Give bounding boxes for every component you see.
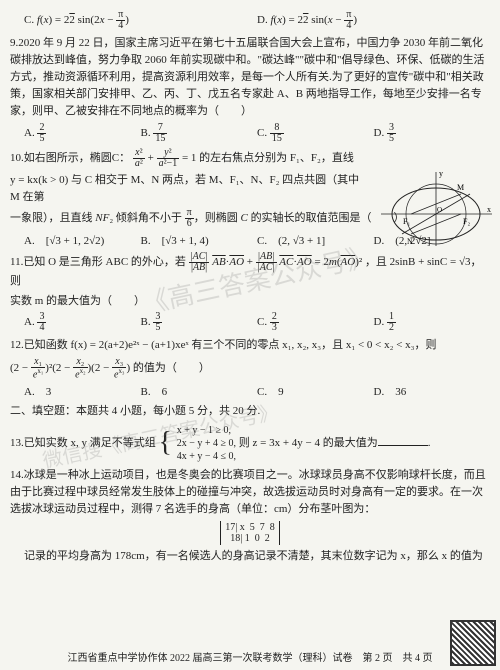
q10-opt-a: A. [√3 + 1, 2√2) bbox=[24, 232, 141, 248]
q14-num: 14. bbox=[10, 469, 24, 481]
fig-label-f1: F₁ bbox=[403, 217, 410, 226]
q11-num: 11. bbox=[10, 256, 23, 268]
q14: 14.冰球是一种冰上运动项目，也是冬奥会的比赛项目之一。冰球球员身高不仅影响球杆… bbox=[10, 467, 490, 518]
q12-l1: 已知函数 f(x) = 2(a+2)e²ˣ − (a+1)xeˣ 有三个不同的零… bbox=[24, 339, 437, 351]
q9-options: A. 25 B. 715 C. 815 D. 35 bbox=[24, 123, 490, 144]
q13: 13.已知实数 x, y 满足不等式组 { x + y − 1 ≥ 0, 2x … bbox=[10, 424, 490, 463]
brace-icon: { bbox=[159, 430, 172, 455]
opt-label: C. bbox=[24, 14, 34, 26]
q13-num: 13. bbox=[10, 437, 24, 449]
q9-text: 2020 年 9 月 22 日，国家主席习近平在第七十五届联合国大会上宣布，中国… bbox=[10, 37, 484, 117]
q9: 9.2020 年 9 月 22 日，国家主席习近平在第七十五届联合国大会上宣布，… bbox=[10, 35, 490, 120]
q12-opt-b: B. 6 bbox=[141, 383, 258, 399]
q11-opt-a: A. 34 bbox=[24, 312, 141, 333]
fill-header: 二、填空题：本题共 4 小题，每小题 5 分，共 20 分. bbox=[10, 403, 490, 420]
q10-opt-b: B. [√3 + 1, 4) bbox=[141, 232, 258, 248]
q11-opt-b: B. 35 bbox=[141, 312, 258, 333]
ellipse-figure: M N F₁ F₂ O x y bbox=[379, 168, 494, 250]
q13-t1: 已知实数 x, y 满足不等式组 bbox=[24, 437, 156, 449]
q8-opt-c: C. f(x) = 22 sin(2x − π4) bbox=[24, 10, 257, 31]
q11-opt-d: D. 12 bbox=[374, 312, 491, 333]
q8-opt-d: D. f(x) = 22 sin(x − π4) bbox=[257, 10, 490, 31]
q11-l2: 实数 m 的最大值为（ ） bbox=[10, 293, 490, 310]
q12-num: 12. bbox=[10, 339, 24, 351]
q11-l1: 已知 O 是三角形 ABC 的外心，若 bbox=[23, 256, 186, 268]
q8-options: C. f(x) = 22 sin(2x − π4) D. f(x) = 22 s… bbox=[24, 10, 490, 31]
q11: 11.已知 O 是三角形 ABC 的外心，若 |AC||AB| AB·AO + … bbox=[10, 252, 490, 290]
q10-l1b: 的左右焦点分别为 F₁、F₂，直线 bbox=[199, 152, 354, 164]
q10: 10.如右图所示，椭圆C： x²a² + y²a²−1 = 1 的左右焦点分别为… bbox=[10, 148, 490, 169]
q12-options: A. 3 B. 6 C. 9 D. 36 bbox=[24, 383, 490, 399]
q13-system: x + y − 1 ≥ 0, 2x − y + 4 ≥ 0, 4x + y − … bbox=[177, 424, 236, 463]
fig-label-x: x bbox=[487, 205, 491, 214]
fig-label-m: M bbox=[457, 183, 464, 192]
qr-code-icon bbox=[450, 620, 496, 666]
page-footer: 江西省重点中学协作体 2022 届高三第一次联考数学（理科）试卷 第 2 页 共… bbox=[0, 649, 500, 664]
q13-t2: 则 z = 3x + 4y − 4 的最大值为 bbox=[239, 437, 378, 449]
q14-text: 冰球是一种冰上运动项目，也是冬奥会的比赛项目之一。冰球球员身高不仅影响球杆长度，… bbox=[10, 469, 486, 515]
q9-opt-a: A. 25 bbox=[24, 123, 141, 144]
q12: 12.已知函数 f(x) = 2(a+2)e²ˣ − (a+1)xeˣ 有三个不… bbox=[10, 337, 490, 354]
fig-label-n: N bbox=[407, 237, 413, 246]
q12-opt-a: A. 3 bbox=[24, 383, 141, 399]
q9-opt-c: C. 815 bbox=[257, 123, 374, 144]
stem-leaf: 17| x 5 7 8 18| 1 0 2 bbox=[10, 521, 490, 545]
q10-num: 10. bbox=[10, 152, 24, 164]
q12-opt-c: C. 9 bbox=[257, 383, 374, 399]
q11-opt-c: C. 23 bbox=[257, 312, 374, 333]
q10-opt-c: C. (2, √3 + 1] bbox=[257, 232, 374, 248]
opt-label: D. bbox=[257, 14, 268, 26]
q9-opt-b: B. 715 bbox=[141, 123, 258, 144]
q9-num: 9. bbox=[10, 37, 18, 49]
q12-l2: (2 − x₁ex₁)²(2 − x₂ex₂)(2 − x₃ex₃) 的值为（ … bbox=[10, 357, 490, 380]
blank bbox=[378, 445, 428, 446]
q14-t2: 记录的平均身高为 178cm，有一名候选人的身高记录不清楚，其末位数字记为 x，… bbox=[24, 548, 490, 565]
q10-l1: 如右图所示，椭圆C： bbox=[24, 152, 130, 164]
fig-label-o: O bbox=[437, 206, 442, 214]
q11-options: A. 34 B. 35 C. 23 D. 12 bbox=[24, 312, 490, 333]
fig-label-f2: F₂ bbox=[463, 217, 470, 226]
fig-label-y: y bbox=[439, 169, 443, 178]
q9-opt-d: D. 35 bbox=[374, 123, 491, 144]
q12-opt-d: D. 36 bbox=[374, 383, 491, 399]
